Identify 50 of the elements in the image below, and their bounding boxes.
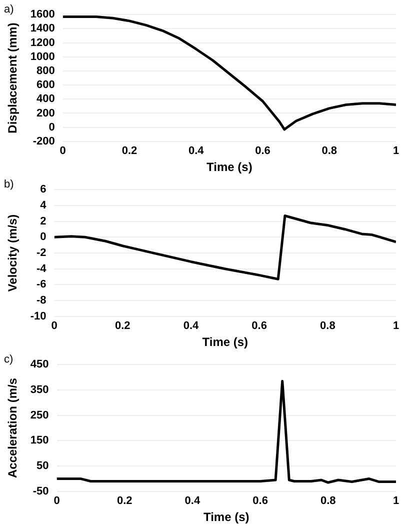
y-tick-label: 1000 bbox=[30, 50, 55, 63]
y-tick-label: -50 bbox=[32, 485, 49, 498]
x-tick-label: 1 bbox=[392, 495, 400, 508]
y-tick-label: -6 bbox=[36, 278, 46, 291]
x-tick-label: 0 bbox=[60, 145, 66, 158]
x-axis-title: Time (s) bbox=[206, 160, 252, 174]
x-axis-title: Time (s) bbox=[203, 510, 250, 524]
x-tick-label: 0.6 bbox=[252, 495, 268, 508]
y-tick-label: 200 bbox=[36, 107, 55, 120]
x-tick-label: 1 bbox=[392, 145, 400, 158]
y-tick-label: 450 bbox=[30, 358, 49, 371]
y-tick-label: 0 bbox=[40, 231, 46, 244]
x-tick-label: 0.6 bbox=[255, 145, 270, 158]
y-tick-label: 250 bbox=[30, 409, 49, 422]
y-tick-label: 800 bbox=[36, 64, 55, 77]
x-tick-label: 0.4 bbox=[188, 145, 205, 158]
y-tick-label: 2 bbox=[40, 215, 46, 228]
y-tick-label: 400 bbox=[36, 93, 55, 106]
y-tick-label: 50 bbox=[36, 460, 49, 472]
x-tick-label: 0.8 bbox=[320, 320, 336, 332]
y-tick-label: 150 bbox=[30, 434, 49, 447]
y-tick-label: 350 bbox=[30, 384, 49, 396]
y-axis-title: Velocity (m/s) bbox=[6, 214, 20, 292]
y-tick-label: -200 bbox=[32, 135, 55, 148]
x-tick-label: 1 bbox=[392, 320, 400, 332]
y-tick-label: 1600 bbox=[30, 8, 55, 21]
x-tick-label: 0.2 bbox=[122, 145, 138, 158]
y-tick-label: 0 bbox=[48, 121, 55, 134]
text: a) bbox=[4, 4, 14, 16]
x-tick-label: 0.8 bbox=[322, 145, 338, 158]
y-tick-label: -4 bbox=[36, 262, 48, 275]
y-tick-label: -10 bbox=[30, 310, 46, 322]
x-axis-title: Time (s) bbox=[202, 335, 248, 350]
y-tick-label: 1200 bbox=[30, 36, 55, 49]
y-axis-title: Acceleration (m/s bbox=[6, 378, 20, 478]
y-axis-title: Displacement (mm) bbox=[6, 22, 20, 134]
y-tick-label: 1400 bbox=[30, 22, 55, 35]
x-tick-label: 0.2 bbox=[114, 320, 130, 332]
text: b) bbox=[4, 178, 14, 191]
y-tick-label: 600 bbox=[36, 79, 55, 92]
x-tick-label: 0.8 bbox=[320, 495, 336, 508]
x-tick-label: 0.4 bbox=[183, 320, 200, 332]
y-tick-label: -2 bbox=[36, 247, 46, 260]
text: c) bbox=[4, 354, 14, 366]
y-tick-label: 6 bbox=[40, 184, 46, 196]
x-tick-label: 0.4 bbox=[184, 495, 201, 508]
y-tick-label: -8 bbox=[36, 294, 46, 307]
x-tick-label: 0.6 bbox=[252, 320, 267, 332]
y-tick-label: 4 bbox=[40, 199, 48, 212]
x-tick-label: 0.2 bbox=[116, 495, 132, 508]
